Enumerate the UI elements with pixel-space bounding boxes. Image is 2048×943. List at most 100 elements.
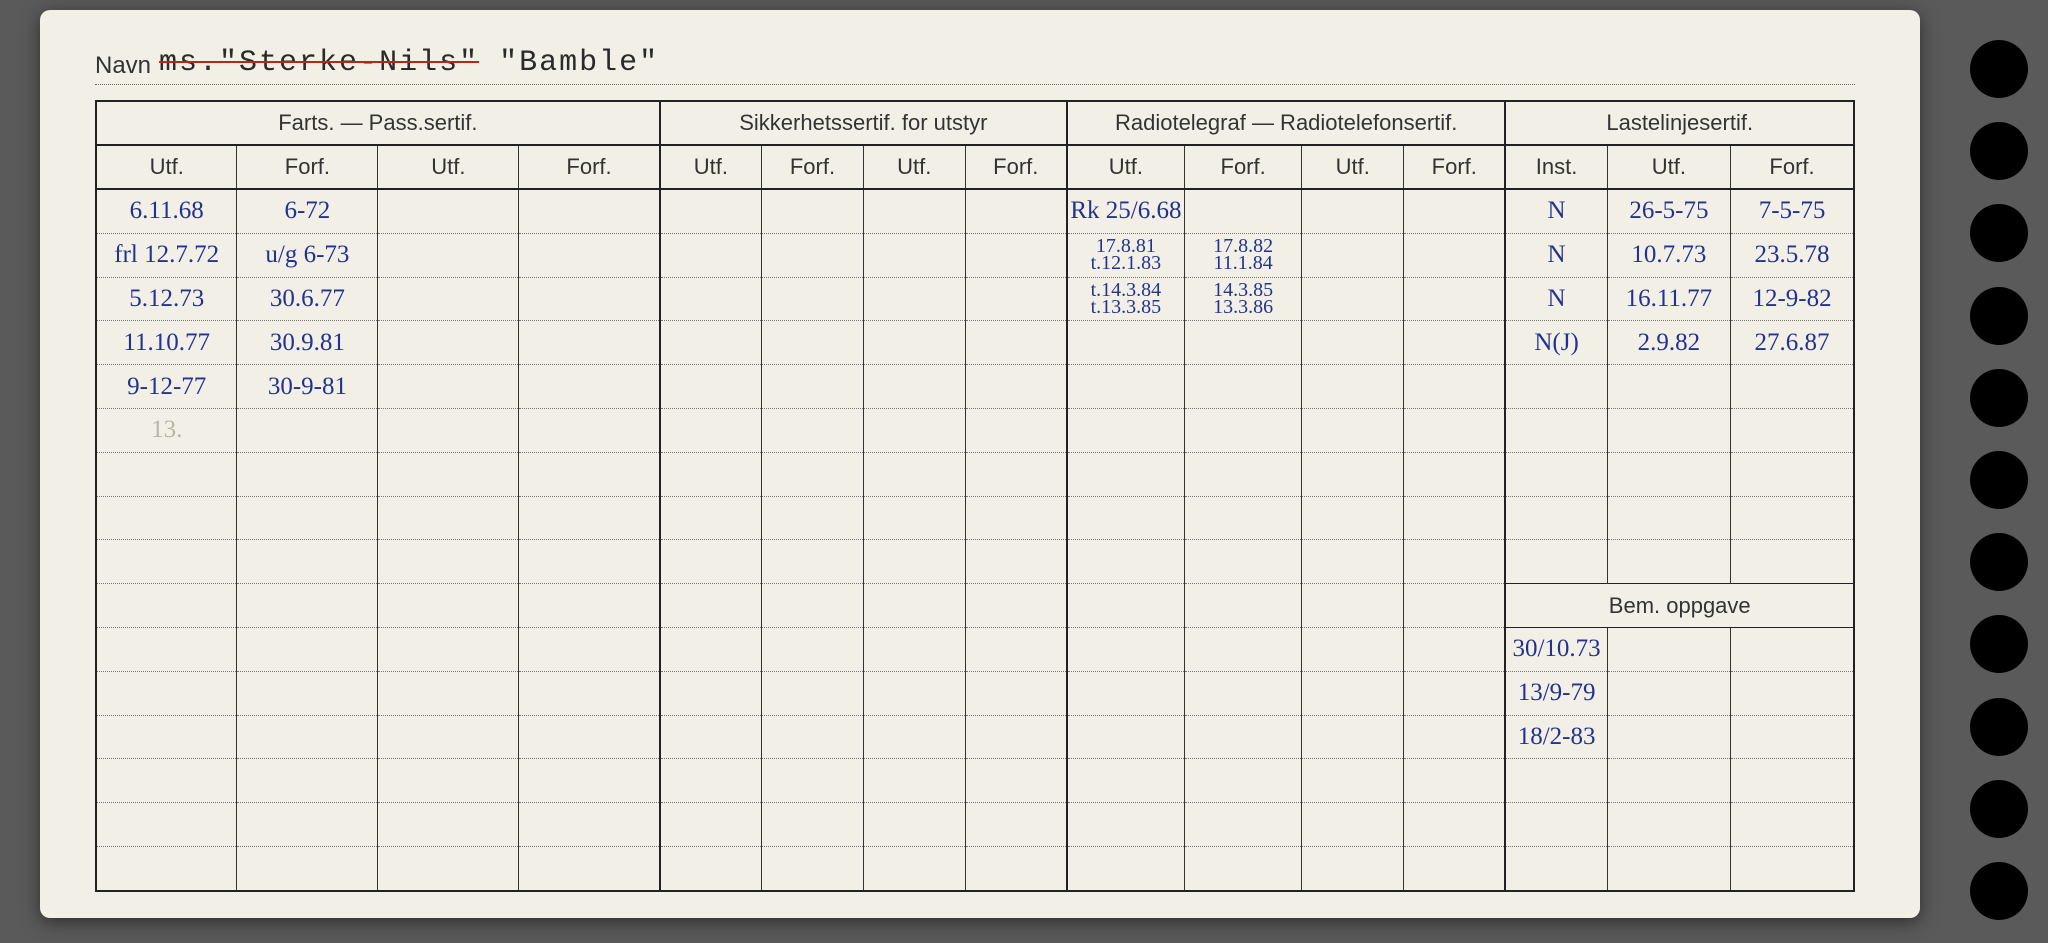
cell	[660, 671, 762, 715]
header-farts: Farts. — Pass.sertif.	[96, 101, 660, 145]
cell	[1505, 540, 1607, 584]
cell: 12-9-82	[1731, 277, 1854, 321]
cell	[237, 409, 378, 453]
cell	[378, 233, 519, 277]
cell	[237, 540, 378, 584]
cell	[1184, 671, 1301, 715]
cell	[863, 409, 965, 453]
cell	[965, 496, 1067, 540]
cell	[519, 365, 660, 409]
cell	[96, 846, 237, 891]
cell	[863, 715, 965, 759]
cell	[1067, 365, 1184, 409]
cell: frl 12.7.72	[96, 233, 237, 277]
sub-forf: Forf.	[965, 145, 1067, 189]
cell	[863, 277, 965, 321]
cell: 7-5-75	[1731, 189, 1854, 233]
cell	[1404, 321, 1506, 365]
cell	[1404, 540, 1506, 584]
hole	[1970, 204, 2028, 262]
cell	[1302, 540, 1404, 584]
cell	[96, 671, 237, 715]
cell	[660, 189, 762, 233]
table-row: 11.10.7730.9.81N(J)2.9.8227.6.87	[96, 321, 1854, 365]
cell	[1184, 846, 1301, 891]
cell: Rk 25/6.68	[1067, 189, 1184, 233]
cell	[965, 277, 1067, 321]
cell	[1184, 496, 1301, 540]
cell	[1067, 671, 1184, 715]
cell	[660, 628, 762, 672]
cell	[1184, 365, 1301, 409]
cell	[519, 321, 660, 365]
cell	[1607, 365, 1730, 409]
cell	[1302, 233, 1404, 277]
cell	[1184, 189, 1301, 233]
cell	[762, 671, 864, 715]
cell	[1067, 409, 1184, 453]
hole	[1970, 615, 2028, 673]
cell	[519, 540, 660, 584]
cell	[1404, 628, 1506, 672]
cell	[1505, 452, 1607, 496]
cell	[762, 496, 864, 540]
table-row: 9-12-7730-9-81	[96, 365, 1854, 409]
cell	[762, 409, 864, 453]
sub-forf: Forf.	[1184, 145, 1301, 189]
sub-utf: Utf.	[1607, 145, 1730, 189]
cell	[965, 671, 1067, 715]
cell	[96, 715, 237, 759]
cell	[965, 409, 1067, 453]
cell	[660, 715, 762, 759]
hole	[1970, 698, 2028, 756]
sub-forf: Forf.	[519, 145, 660, 189]
cell	[1067, 846, 1184, 891]
cell	[1404, 759, 1506, 803]
cell	[237, 496, 378, 540]
cell: 6.11.68	[96, 189, 237, 233]
table-wrap: Farts. — Pass.sertif. Sikkerhetssertif. …	[95, 100, 1855, 892]
cell	[863, 803, 965, 847]
cell	[1302, 277, 1404, 321]
sub-inst: Inst.	[1505, 145, 1607, 189]
cell	[1505, 496, 1607, 540]
table-row: 13/9-79	[96, 671, 1854, 715]
navn-new: "Bamble"	[479, 46, 659, 80]
table-row	[96, 452, 1854, 496]
cell	[378, 321, 519, 365]
cell: t.14.3.84t.13.3.85	[1067, 277, 1184, 321]
table-row: frl 12.7.72u/g 6-7317.8.81t.12.1.8317.8.…	[96, 233, 1854, 277]
sub-utf: Utf.	[96, 145, 237, 189]
cell	[1404, 671, 1506, 715]
cell	[1302, 189, 1404, 233]
cell	[1404, 189, 1506, 233]
cell	[519, 715, 660, 759]
cell	[762, 277, 864, 321]
index-card: Navn ms."Sterke-Nils" "Bamble" Farts. — …	[40, 10, 1920, 918]
cell	[762, 628, 864, 672]
header-sikkerhet: Sikkerhetssertif. for utstyr	[660, 101, 1067, 145]
cell	[1404, 496, 1506, 540]
cell	[1731, 365, 1854, 409]
cell	[762, 759, 864, 803]
cell	[237, 452, 378, 496]
cell	[237, 671, 378, 715]
cell	[1404, 584, 1506, 628]
cell	[1607, 540, 1730, 584]
cell	[378, 277, 519, 321]
cell	[96, 540, 237, 584]
cell	[237, 584, 378, 628]
table-row	[96, 496, 1854, 540]
cell	[1302, 715, 1404, 759]
cell	[1302, 584, 1404, 628]
cell	[660, 365, 762, 409]
cell	[1404, 233, 1506, 277]
cell	[96, 759, 237, 803]
cell	[1184, 409, 1301, 453]
cell	[1302, 759, 1404, 803]
cell	[965, 584, 1067, 628]
cell: 14.3.8513.3.86	[1184, 277, 1301, 321]
cell	[965, 715, 1067, 759]
cell: u/g 6-73	[237, 233, 378, 277]
cell	[660, 452, 762, 496]
